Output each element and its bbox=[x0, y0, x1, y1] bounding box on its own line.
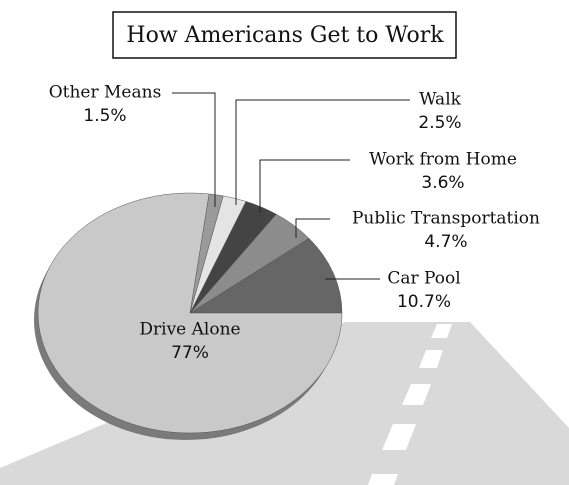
slice-label: Walk bbox=[419, 90, 462, 110]
slice-value-label: 3.6% bbox=[421, 173, 464, 193]
chart-title: How Americans Get to Work bbox=[126, 23, 444, 48]
slice-value-label: 2.5% bbox=[418, 113, 461, 133]
slice-label: Drive Alone bbox=[139, 320, 240, 340]
leader-line bbox=[172, 92, 216, 207]
slice-label: Public Transportation bbox=[352, 209, 540, 229]
leader-line bbox=[235, 99, 410, 205]
leader-line bbox=[259, 159, 350, 213]
slice-value-label: 1.5% bbox=[83, 106, 126, 126]
leader-line bbox=[295, 218, 330, 238]
title-box bbox=[112, 11, 457, 59]
pie-slice bbox=[37, 192, 343, 434]
slice-label: Work from Home bbox=[369, 150, 517, 170]
slice-value-label: 4.7% bbox=[424, 232, 467, 252]
pie-slice bbox=[189, 237, 343, 314]
slice-label: Car Pool bbox=[387, 269, 460, 289]
slice-label: Other Means bbox=[49, 83, 162, 103]
slice-value-label: 77% bbox=[171, 343, 209, 363]
slice-value-label: 10.7% bbox=[397, 292, 451, 312]
road-dashes bbox=[368, 324, 452, 485]
